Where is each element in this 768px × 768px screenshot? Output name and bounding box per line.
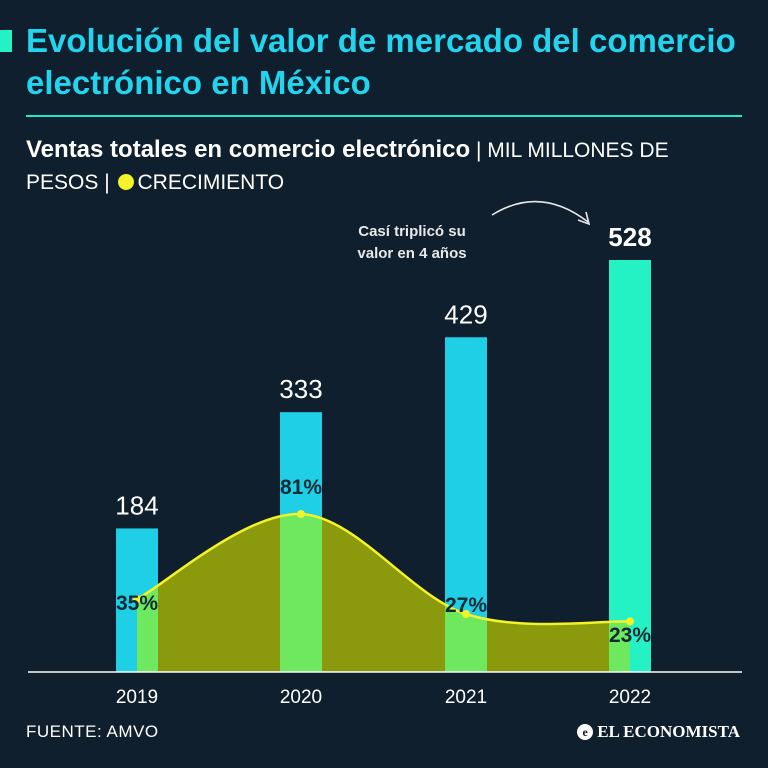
title-accent-mark bbox=[0, 30, 12, 52]
annotation-arrow-icon bbox=[491, 200, 589, 223]
bar-2022 bbox=[609, 260, 651, 672]
growth-legend-label: CRECIMIENTO bbox=[137, 171, 285, 194]
growth-label-2022: 23% bbox=[609, 624, 651, 647]
brand-e-icon: e bbox=[577, 724, 594, 740]
year-label-2022: 2022 bbox=[609, 687, 651, 708]
annotation-line-2: valor en 4 años bbox=[357, 245, 466, 262]
source-note: FUENTE: AMVO bbox=[26, 722, 159, 741]
growth-point-2021 bbox=[462, 610, 470, 618]
chart-title: Evolución del valor de mercado del comer… bbox=[26, 22, 736, 101]
title-divider bbox=[26, 115, 742, 117]
growth-point-2022 bbox=[626, 617, 634, 626]
labels-layer: 184 2019 333 2020 429 2021 528 2022 35% 81% 27% 23% bbox=[115, 222, 651, 708]
growth-area bbox=[137, 513, 630, 672]
annotation: Casí triplicó su valor en 4 años bbox=[357, 200, 591, 262]
value-label-2020: 333 bbox=[279, 374, 322, 404]
year-label-2020: 2020 bbox=[280, 687, 322, 708]
bar-growth-overlap-2020 bbox=[280, 513, 322, 672]
subtitle-units: | MIL MILLONES DE PESOS | bbox=[26, 139, 669, 194]
growth-line-layer bbox=[133, 510, 634, 626]
chart-subtitle: Ventas totales en comercio electrónico |… bbox=[26, 134, 746, 199]
growth-label-2021: 27% bbox=[445, 594, 487, 617]
growth-area-layer bbox=[137, 513, 630, 672]
value-label-2021: 429 bbox=[444, 299, 487, 329]
growth-line bbox=[136, 512, 631, 626]
growth-point-2019 bbox=[133, 595, 141, 604]
brand-logo: e EL ECONOMISTA bbox=[577, 722, 740, 742]
annotation-arrowhead-icon bbox=[577, 211, 591, 226]
year-label-2021: 2021 bbox=[445, 687, 487, 708]
value-label-2019: 184 bbox=[115, 490, 158, 520]
growth-label-2019: 35% bbox=[116, 592, 158, 615]
year-label-2019: 2019 bbox=[116, 687, 158, 708]
growth-label-2020: 81% bbox=[280, 476, 322, 499]
brand-name: EL ECONOMISTA bbox=[597, 722, 740, 741]
value-label-2022: 528 bbox=[608, 222, 651, 252]
subtitle-main: Ventas totales en comercio electrónico bbox=[26, 136, 471, 163]
growth-point-2020 bbox=[297, 510, 305, 518]
annotation-line-1: Casí triplicó su bbox=[358, 223, 466, 240]
growth-legend-marker bbox=[117, 174, 134, 190]
